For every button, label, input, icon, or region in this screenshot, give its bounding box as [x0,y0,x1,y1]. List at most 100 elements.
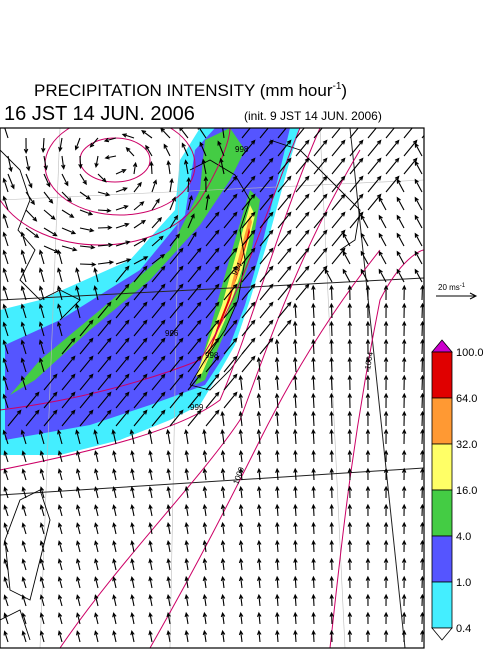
wind-arrow [367,128,377,139]
wind-arrow [238,410,243,427]
wind-arrow [187,231,197,247]
wind-arrow [311,320,316,337]
wind-arrow [311,428,316,445]
wind-arrow [383,320,389,337]
wind-arrow [220,485,226,499]
wind-arrow [151,409,166,427]
wind-arrow [61,409,76,427]
wind-arrow [365,449,371,463]
wind-arrow [39,612,45,625]
wind-arrow [365,320,371,337]
wind-arrow [39,486,45,499]
wind-arrow [347,575,353,589]
wind-arrow [169,337,184,355]
colorbar-segment [431,581,453,629]
wind-arrow [57,468,63,481]
wind-arrow [402,338,407,355]
wind-arrow [3,576,9,589]
wind-arrow [57,249,63,265]
wind-arrow [75,429,81,445]
wind-arrow [347,428,352,445]
wind-arrow [20,321,27,337]
wind-arrow [43,173,51,188]
wind-arrow [347,557,353,571]
wind-arrow [79,391,94,409]
wind-arrow [329,392,334,409]
wind-arrow [130,575,135,589]
wind-arrow [220,467,226,481]
wind-arrow [292,338,298,355]
wind-arrow [259,157,274,175]
wind-arrow [166,521,171,535]
wind-arrow [367,175,382,193]
wind-arrow [97,173,107,183]
wind-arrow [414,268,423,283]
wind-arrow [329,539,334,553]
wind-arrow [313,128,323,139]
wind-arrow [79,373,94,391]
wind-arrow [94,504,99,517]
wind-arrow [187,391,202,409]
wind-arrow [402,374,407,391]
wind-arrow [365,410,371,427]
wind-arrow [275,449,280,463]
wind-arrow [165,428,171,445]
wind-arrow [166,575,171,589]
wind-arrow [347,485,353,499]
wind-arrow [61,355,76,373]
wind-arrow [79,409,94,427]
wind-arrow [94,486,99,499]
wind-arrow [396,196,405,211]
wind-arrow [75,486,81,499]
wind-arrow [329,593,334,607]
wind-arrow [295,128,305,139]
wind-arrow [103,137,117,143]
wind-arrow [220,593,226,607]
wind-arrow [205,193,211,211]
wind-arrow [277,175,292,193]
wind-arrow [311,503,316,517]
wind-arrow [313,157,328,175]
wind-arrow [93,429,99,445]
wind-arrow [403,157,418,175]
wind-arrow [238,374,243,391]
wind-arrow [94,450,99,463]
wind-arrow [115,222,130,229]
wind-arrow [115,205,129,211]
wind-arrow [311,410,316,427]
wind-arrow [112,576,117,589]
wind-arrow [365,557,371,571]
wind-arrow [401,485,407,499]
wind-arrow [2,231,9,247]
wind-arrow [151,373,166,391]
wind-arrow [275,611,280,625]
wind-arrow [223,211,238,229]
wind-arrow [311,338,316,355]
wind-arrow [2,249,9,265]
wind-arrow [274,374,280,391]
wind-arrow [365,374,371,391]
wind-arrow [39,522,45,535]
wind-arrow [21,594,27,607]
wind-arrow [184,557,189,571]
wind-arrow [187,301,202,319]
wind-arrow [365,338,371,355]
wind-arrow [186,176,191,193]
wind-arrow [133,283,148,301]
colorbar-label: 64.0 [456,393,477,405]
wind-arrow [329,611,334,625]
wind-arrow [75,267,81,283]
wind-arrow [365,521,371,535]
wind-arrow [241,265,256,283]
wind-arrow [241,337,256,355]
wind-arrow [130,629,135,643]
wind-arrow [3,612,9,625]
wind-arrow [223,283,238,301]
wind-arrow [256,503,262,517]
wind-arrow [293,629,298,643]
wind-arrow [115,337,130,355]
wind-arrow [43,191,54,204]
contour-label: 998 [235,145,249,154]
wind-arrow [184,485,189,499]
wind-arrow [25,209,38,222]
